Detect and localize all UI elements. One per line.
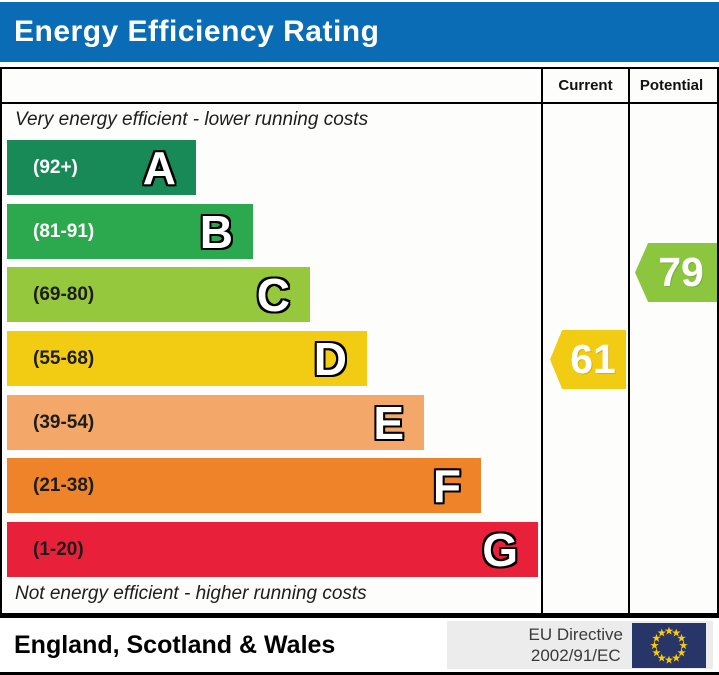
band-letter: D [313,332,347,385]
eu-directive-line2: 2002/91/EC [530,646,621,665]
band-C: (69-80) C [7,267,310,322]
column-divider-potential [628,69,630,613]
page-title: Energy Efficiency Rating [14,15,380,48]
band-D: (55-68) D [7,331,367,386]
band-letter: E [373,396,404,449]
band-E: (39-54) E [7,395,424,450]
band-range-label: (39-54) [33,411,95,433]
band-letter: C [256,268,290,321]
footer: England, Scotland & Wales EU Directive 2… [0,615,719,675]
current-rating-arrow: 61 [550,330,626,389]
band-letter: A [142,141,176,194]
band-range-label: (92+) [33,156,78,178]
band-range-label: (69-80) [33,283,95,305]
title-bar: Energy Efficiency Rating [0,2,719,62]
eu-flag-icon [632,622,706,668]
band-letter: F [432,459,461,512]
eu-directive-text: EU Directive 2002/91/EC [529,624,623,667]
band-A: (92+) A [7,140,196,195]
band-G: (1-20) G [7,522,538,577]
potential-rating-value: 79 [658,249,704,295]
column-header-potential: Potential [639,77,704,94]
band-letter: B [199,205,233,258]
eu-directive-line1: EU Directive [528,624,623,644]
band-range-label: (55-68) [33,347,95,369]
column-header-current: Current [558,77,613,94]
eu-directive-panel: EU Directive 2002/91/EC [447,621,713,669]
band-range-label: (1-20) [33,538,84,560]
band-F: (21-38) F [7,458,481,513]
rating-table: Current Potential Very energy efficient … [0,67,719,615]
band-range-label: (81-91) [33,220,95,242]
bottom-note: Not energy efficient - higher running co… [15,583,367,604]
potential-rating-arrow: 79 [635,243,717,302]
region-label: England, Scotland & Wales [14,630,336,659]
band-letter: G [482,523,518,576]
top-note: Very energy efficient - lower running co… [15,109,369,130]
column-divider-current [541,69,543,613]
header-separator [2,102,717,104]
current-rating-value: 61 [570,336,616,382]
band-range-label: (21-38) [33,474,95,496]
band-B: (81-91) B [7,204,253,259]
